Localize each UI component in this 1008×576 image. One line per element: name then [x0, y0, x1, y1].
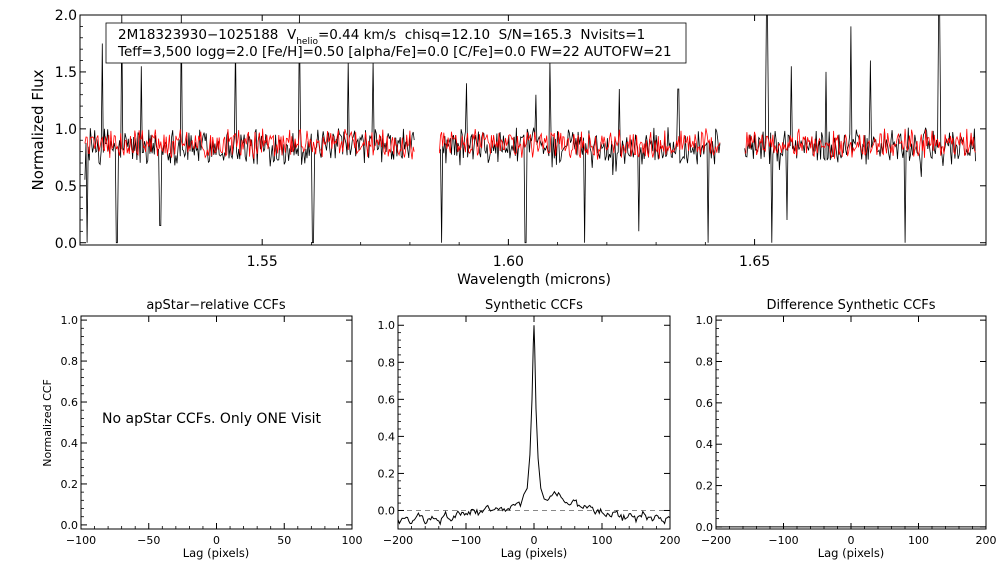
synthetic-ccf-x-tick-label: 100 — [592, 534, 613, 547]
apstar-ccf-no-data-note: No apStar CCFs. Only ONE Visit — [102, 411, 322, 427]
apstar-ccf-ticks: −100 −50 0 50 100 0.0 0.2 0.4 0.6 0.8 1.0 — [61, 314, 363, 547]
annotation-line-1: 2M18323930−1025188 Vhelio=0.44 km/s chis… — [118, 27, 645, 47]
difference-ccf-x-tick-label: −100 — [768, 534, 798, 547]
difference-ccf-ticks: −200 −100 0 100 200 0.0 0.2 0.4 0.6 0.8 1.0 — [696, 314, 997, 547]
spectrum-axes-frame — [79, 14, 987, 246]
apstar-ccf-x-tick-label: 50 — [277, 534, 291, 547]
spectrum-x-axis-label: Wavelength (microns) — [457, 272, 611, 288]
spectrum-y-tick-label: 0.0 — [55, 236, 77, 252]
apstar-ccf-y-tick-label: 0.4 — [61, 437, 79, 450]
difference-ccf-y-tick-label: 0.2 — [696, 480, 714, 493]
difference-ccf-y-tick-label: 0.0 — [696, 521, 714, 534]
synthetic-ccf-y-tick-label: 0.4 — [378, 430, 396, 443]
difference-ccf-y-tick-label: 1.0 — [696, 314, 714, 327]
apstar-ccf-y-tick-label: 0.2 — [61, 478, 79, 491]
apstar-ccf-y-tick-label: 0.8 — [61, 355, 79, 368]
synthetic-ccf-x-axis-label: Lag (pixels) — [501, 546, 568, 560]
spectrum-y-tick-label: 1.5 — [55, 65, 77, 81]
spectrum-observed-line — [744, 15, 976, 243]
apstar-ccf-x-tick-label: −50 — [137, 534, 160, 547]
apstar-ccf-x-axis-label: Lag (pixels) — [183, 546, 250, 560]
difference-ccf-y-tick-label: 0.4 — [696, 438, 714, 451]
spectrum-observed-line — [439, 60, 721, 244]
difference-ccf-axes-frame — [715, 315, 987, 530]
spectrum-y-tick-label: 1.0 — [55, 122, 77, 138]
synthetic-ccf-x-tick-label: −200 — [383, 534, 413, 547]
synthetic-ccf-x-tick-label: 0 — [531, 534, 538, 547]
apstar-ccf-x-tick-label: −100 — [66, 534, 96, 547]
synthetic-ccf-y-tick-label: 0.6 — [378, 393, 396, 406]
spectrum-y-tick-label: 2.0 — [55, 8, 77, 24]
annotation-box-frame — [105, 22, 687, 64]
spectrum-synthetic-line — [84, 128, 415, 160]
spectrum-x-tick-label: 1.60 — [493, 254, 524, 270]
spectrum-x-tick-label: 1.65 — [739, 254, 770, 270]
synthetic-ccf-y-tick-label: 0.0 — [378, 504, 396, 517]
difference-ccf-y-tick-label: 0.8 — [696, 355, 714, 368]
spectrum-observed-line — [84, 15, 415, 244]
apstar-ccf-title: apStar−relative CCFs — [146, 298, 286, 313]
spectrum-y-axis-label: Normalized Flux — [29, 69, 47, 190]
apstar-ccf-panel: apStar−relative CCFs −100 −50 0 50 100 0.0 0.2… — [41, 298, 363, 560]
spectrum-synthetic-line — [744, 128, 976, 160]
synthetic-ccf-x-tick-label: 200 — [660, 534, 681, 547]
annotation-line-2: Teff=3,500 logg=2.0 [Fe/H]=0.50 [alpha/F… — [117, 44, 672, 60]
spectrum-annotation-box: 2M18323930−1025188 Vhelio=0.44 km/s chis… — [105, 22, 687, 64]
difference-ccf-x-tick-label: 200 — [976, 534, 997, 547]
apstar-ccf-y-tick-label: 0.6 — [61, 396, 79, 409]
difference-ccf-x-tick-label: 0 — [848, 534, 855, 547]
spectrum-plot-area — [84, 15, 976, 244]
synthetic-ccf-axes-frame — [397, 315, 671, 530]
synthetic-ccf-plot-area — [397, 325, 671, 526]
apstar-ccf-x-tick-label: 100 — [342, 534, 363, 547]
apstar-ccf-y-tick-label: 1.0 — [61, 314, 79, 327]
synthetic-ccf-panel: Synthetic CCFs −200 −100 0 100 200 0.0 0.2 0.4 0… — [378, 298, 681, 560]
synthetic-ccf-title: Synthetic CCFs — [485, 298, 583, 313]
difference-ccf-panel: Difference Synthetic CCFs −200 −100 0 100 20… — [696, 298, 997, 560]
spectrum-y-tick-label: 0.5 — [55, 179, 77, 195]
apstar-ccf-x-tick-label: 0 — [213, 534, 220, 547]
synthetic-ccf-y-tick-label: 1.0 — [378, 319, 396, 332]
difference-ccf-y-tick-label: 0.6 — [696, 397, 714, 410]
difference-ccf-x-axis-label: Lag (pixels) — [818, 546, 885, 560]
synthetic-ccf-x-tick-label: −100 — [451, 534, 481, 547]
spectrum-series-layer — [84, 15, 976, 244]
synthetic-ccf-ticks: −200 −100 0 100 200 0.0 0.2 0.4 0.6 0.8 1.0 — [378, 316, 681, 547]
spectrum-synthetic-line — [439, 128, 721, 160]
synthetic-ccf-y-tick-label: 0.8 — [378, 356, 396, 369]
synthetic-ccf-line — [397, 325, 671, 526]
spectrum-panel: 1.55 1.60 1.65 0.0 0.5 1.0 1.5 2.0 2M18323930−1… — [29, 8, 987, 288]
difference-ccf-x-tick-label: −200 — [701, 534, 731, 547]
spectrum-ticks: 1.55 1.60 1.65 0.0 0.5 1.0 1.5 2.0 — [55, 8, 986, 270]
difference-ccf-x-tick-label: 100 — [908, 534, 929, 547]
spectrum-x-tick-label: 1.55 — [247, 254, 278, 270]
apstar-ccf-y-axis-label: Normalized CCF — [41, 379, 54, 467]
apstar-ccf-y-tick-label: 0.0 — [61, 519, 79, 532]
synthetic-ccf-y-tick-label: 0.2 — [378, 467, 396, 480]
difference-ccf-title: Difference Synthetic CCFs — [766, 298, 935, 313]
